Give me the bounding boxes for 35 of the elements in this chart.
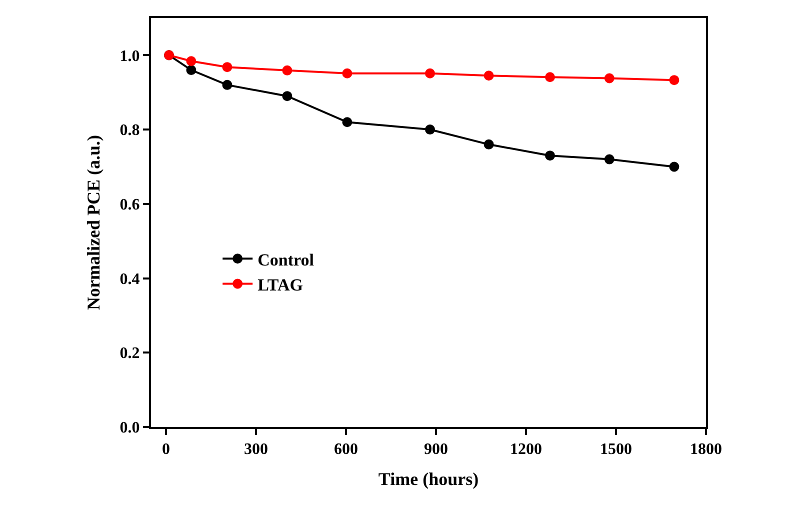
legend-label: Control <box>258 250 314 270</box>
x-tick-label: 600 <box>334 441 358 458</box>
y-tick-label: 0.8 <box>120 122 140 140</box>
x-tick-label: 1800 <box>690 441 722 458</box>
legend-label: LTAG <box>258 275 303 294</box>
point <box>222 62 232 72</box>
y-tick-label: 0.0 <box>120 420 140 437</box>
x-axis-title: Time (hours) <box>378 468 479 489</box>
point <box>186 65 196 76</box>
x-tick-label: 300 <box>244 441 268 458</box>
y-tick-label: 0.4 <box>120 270 140 288</box>
point <box>669 75 680 86</box>
point <box>604 154 614 164</box>
x-tick-label: 0 <box>162 441 170 458</box>
point <box>222 80 232 90</box>
point <box>186 56 196 66</box>
point <box>425 124 435 135</box>
x-tick-label: 1200 <box>510 441 542 458</box>
point <box>342 117 352 128</box>
x-tick-label: 1500 <box>600 441 632 458</box>
y-tick-label: 1.0 <box>120 48 140 65</box>
point <box>545 72 555 82</box>
y-axis-title: Normalized PCE (a.u.) <box>84 135 104 310</box>
point <box>282 91 292 102</box>
y-tick-label: 0.6 <box>120 196 140 214</box>
x-tick-label: 900 <box>424 441 448 458</box>
point <box>484 139 494 150</box>
point <box>342 68 352 78</box>
point <box>425 68 435 78</box>
point <box>484 70 494 81</box>
point <box>604 73 614 84</box>
point <box>669 162 680 172</box>
point <box>282 65 292 76</box>
y-tick-label: 0.2 <box>120 345 140 362</box>
point <box>545 150 555 161</box>
